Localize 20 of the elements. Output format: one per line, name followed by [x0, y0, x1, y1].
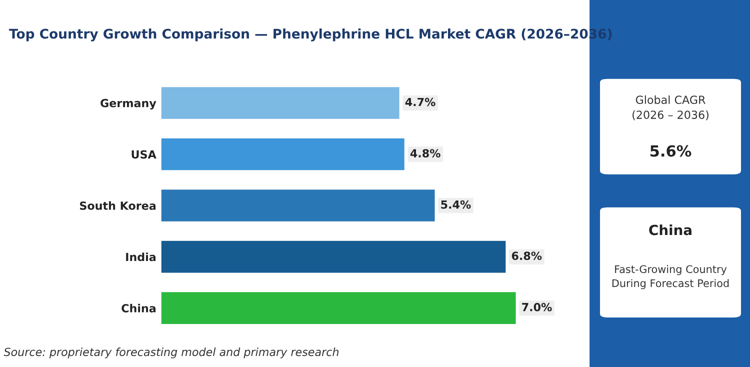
- data-label: 5.4%: [441, 200, 471, 209]
- data-label: 6.8%: [512, 252, 542, 260]
- text: China: [649, 224, 692, 236]
- bar: [161, 240, 506, 273]
- text: 5.6%: [650, 145, 692, 157]
- bar: [161, 87, 400, 119]
- y-tick-label: India: [126, 252, 156, 262]
- y-tick-label: Germany: [100, 98, 156, 110]
- data-label: 4.7%: [405, 98, 436, 106]
- text: Global CAGR (2026 – 2036): [632, 95, 708, 120]
- y-tick-label: USA: [132, 150, 156, 159]
- text: Fast-Growing Country During Forecast Period: [612, 265, 729, 290]
- bar: [161, 190, 435, 222]
- y-tick-label: China: [122, 304, 156, 312]
- bar: [161, 138, 404, 170]
- source-note: Source: proprietary forecasting model and primary research: [4, 348, 339, 358]
- data-label: 4.8%: [410, 149, 440, 158]
- data-label: 7.0%: [522, 302, 552, 312]
- y-tick-label: South Korea: [80, 201, 156, 210]
- bar: [161, 292, 516, 324]
